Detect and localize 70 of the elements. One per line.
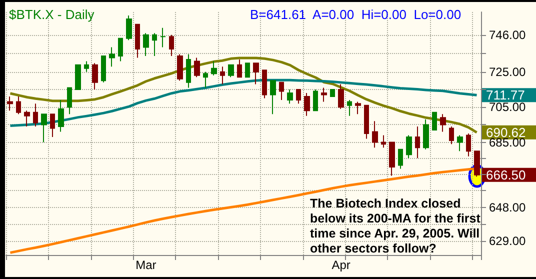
candlestick	[169, 34, 174, 57]
chart-subtitle: B=641.61 A=0.00 Hi=0.00 Lo=0.00	[250, 7, 462, 22]
candlestick	[321, 87, 327, 102]
y-tick-label: 705.00	[489, 100, 526, 114]
candlestick	[109, 46, 115, 68]
candlestick	[381, 134, 386, 148]
candlestick	[338, 84, 344, 110]
candlestick	[7, 96, 13, 112]
candlestick	[58, 100, 64, 132]
y-tick-label: 746.00	[489, 28, 526, 42]
candlestick	[449, 126, 454, 145]
x-tick-label: Mar	[136, 258, 156, 272]
candlestick	[126, 15, 132, 41]
candlestick	[143, 32, 149, 57]
candlestick	[101, 56, 106, 83]
candlestick	[135, 24, 140, 58]
candlestick	[415, 126, 420, 159]
candlestick	[406, 134, 412, 159]
y-tick-label: 648.00	[489, 200, 526, 214]
candlestick	[347, 100, 352, 116]
candlestick	[466, 133, 471, 157]
candlestick	[389, 142, 395, 176]
line-series	[8, 56, 478, 134]
candlestick	[237, 59, 242, 78]
candlestick	[330, 88, 335, 98]
line-series	[8, 78, 478, 127]
candlestick	[186, 54, 191, 88]
candlestick	[245, 62, 250, 78]
data-label: 711.77	[486, 88, 525, 103]
candlestick	[152, 32, 157, 57]
candlestick	[355, 101, 361, 115]
candlestick	[160, 27, 166, 48]
candlestick	[313, 88, 318, 112]
candlestick	[220, 66, 225, 85]
candlestick	[203, 71, 208, 88]
candlestick	[75, 64, 81, 90]
candlestick	[41, 114, 47, 143]
candlestick	[67, 87, 72, 115]
candlestick	[194, 57, 200, 78]
candlestick	[118, 38, 123, 62]
candlestick	[423, 118, 429, 150]
candlestick	[33, 103, 38, 127]
candlestick	[364, 104, 369, 140]
candlestick	[296, 88, 301, 104]
candlestick	[270, 80, 276, 115]
candlestick	[16, 96, 21, 115]
candlestick	[287, 88, 293, 104]
candlestick	[474, 150, 480, 178]
candlestick	[279, 82, 284, 101]
y-tick-label: 725.00	[489, 64, 526, 79]
candlestick	[440, 114, 446, 132]
candlestick	[262, 70, 267, 99]
candlestick	[457, 134, 463, 152]
candlestick	[211, 60, 217, 76]
chart-title: $BTK.X - Daily	[9, 7, 95, 22]
candlestick	[24, 110, 30, 127]
candlestick	[84, 60, 89, 72]
candlestick	[253, 62, 259, 85]
y-tick-label: 629.00	[489, 234, 526, 248]
annotation: The Biotech Index closed below its 200-MA for the first time since Apr. 29, 2005. Will other sectors follow?	[310, 196, 484, 256]
candlestick	[50, 114, 55, 138]
candlestick	[228, 64, 234, 78]
x-tick-label: Apr	[332, 258, 350, 272]
candlestick	[398, 148, 403, 170]
candlestick	[92, 62, 98, 90]
candlestick	[177, 54, 183, 82]
candlestick	[304, 92, 310, 116]
text: 666.50	[486, 167, 526, 182]
candlestick	[432, 112, 437, 130]
candlestick	[372, 120, 378, 148]
